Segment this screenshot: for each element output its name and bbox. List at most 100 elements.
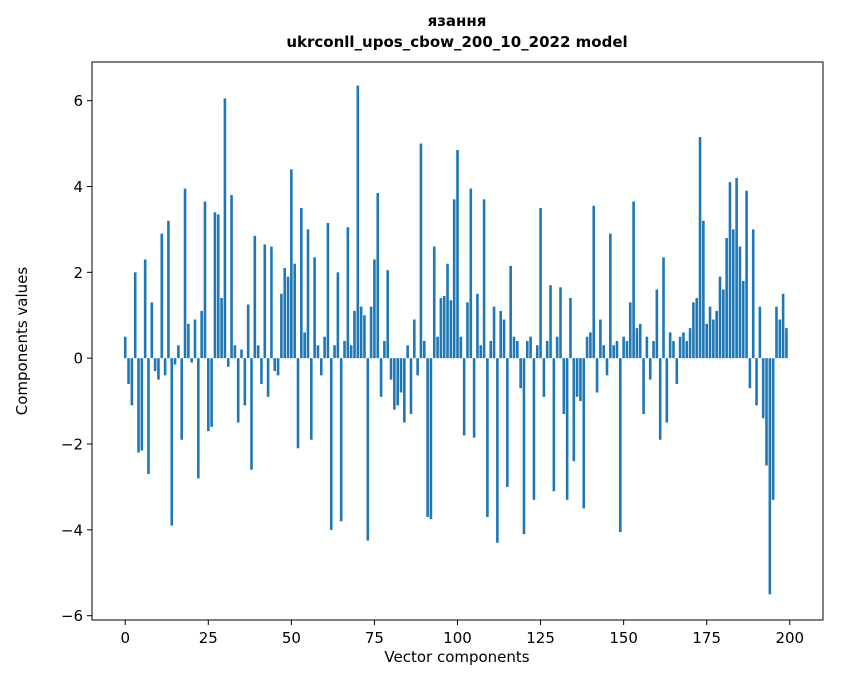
bar	[602, 345, 605, 359]
bar	[499, 310, 502, 359]
bar	[768, 358, 772, 595]
bar	[692, 302, 695, 359]
bar	[256, 345, 260, 359]
bar	[449, 300, 453, 359]
bar	[123, 336, 127, 359]
bar	[187, 323, 190, 359]
bar	[213, 212, 217, 359]
bar	[542, 358, 546, 397]
bar	[745, 190, 748, 359]
bar	[778, 319, 782, 359]
bar	[193, 319, 197, 359]
bar	[203, 201, 207, 359]
bar	[180, 358, 184, 440]
bar	[761, 358, 765, 419]
bar	[708, 306, 712, 359]
bar	[393, 358, 396, 410]
bar	[210, 358, 213, 427]
bar	[230, 195, 233, 359]
bar	[143, 259, 147, 359]
bar	[220, 298, 223, 359]
bar	[366, 358, 370, 541]
bars-layer	[123, 85, 788, 595]
bar	[751, 229, 755, 359]
bar	[715, 310, 718, 359]
bar	[439, 298, 443, 359]
bar	[672, 341, 675, 359]
bar	[346, 227, 350, 359]
bar	[552, 358, 556, 492]
bar	[150, 302, 154, 359]
y-tick-label: 0	[73, 350, 83, 368]
bar	[476, 293, 479, 359]
bar	[731, 229, 735, 359]
bar	[170, 358, 174, 526]
bar	[157, 358, 160, 380]
x-tick-label: 150	[609, 629, 638, 647]
bar	[316, 345, 320, 359]
bar	[446, 263, 449, 359]
bar	[738, 246, 742, 359]
bar	[376, 192, 380, 359]
bar	[565, 358, 569, 500]
bar	[758, 306, 762, 359]
bar	[655, 289, 659, 359]
chart-title-line1: язання	[428, 12, 487, 30]
bar	[333, 345, 336, 359]
bar	[642, 358, 645, 414]
bar	[260, 358, 263, 384]
bar	[326, 222, 330, 359]
bar	[419, 143, 423, 359]
bar	[522, 358, 526, 535]
bar	[389, 358, 393, 380]
bar	[665, 358, 669, 423]
bar	[276, 358, 280, 376]
bar	[479, 345, 483, 359]
bar	[140, 358, 144, 451]
bar	[662, 257, 665, 359]
bar	[233, 345, 237, 359]
bar	[466, 302, 469, 359]
bar	[223, 98, 227, 359]
bar	[190, 358, 193, 363]
bar	[585, 336, 589, 359]
bar	[127, 358, 130, 384]
bar	[270, 246, 273, 359]
ticks-layer: −6 −4 −2 0 2 4 6 0 25 50 75 100 125 150 175 200	[61, 92, 804, 647]
bar	[459, 336, 463, 359]
bar	[432, 246, 436, 359]
bar	[336, 272, 340, 359]
bar	[682, 332, 685, 359]
bar	[329, 358, 333, 530]
bar	[688, 328, 692, 359]
bar	[702, 220, 705, 359]
bar	[635, 328, 639, 359]
bar	[625, 341, 629, 359]
x-tick-label: 25	[199, 629, 218, 647]
bar	[525, 341, 529, 359]
y-tick-label: −6	[61, 607, 83, 625]
bar	[403, 358, 406, 423]
bar	[343, 341, 346, 359]
bar	[310, 358, 313, 440]
bar	[216, 214, 220, 359]
bar	[675, 358, 679, 384]
bar	[167, 220, 170, 359]
bar	[775, 306, 778, 359]
bar	[668, 332, 672, 359]
bar	[416, 358, 419, 376]
bar	[516, 341, 519, 359]
bar	[313, 257, 316, 359]
bar	[236, 358, 240, 423]
bar	[589, 332, 592, 359]
bar	[296, 358, 300, 449]
bar	[741, 280, 745, 359]
bar	[695, 298, 699, 359]
bar	[280, 293, 283, 359]
bar	[698, 137, 702, 359]
bar	[386, 270, 390, 359]
bar	[572, 358, 576, 462]
bar	[755, 358, 758, 406]
bar	[130, 358, 134, 406]
bar	[562, 358, 566, 414]
